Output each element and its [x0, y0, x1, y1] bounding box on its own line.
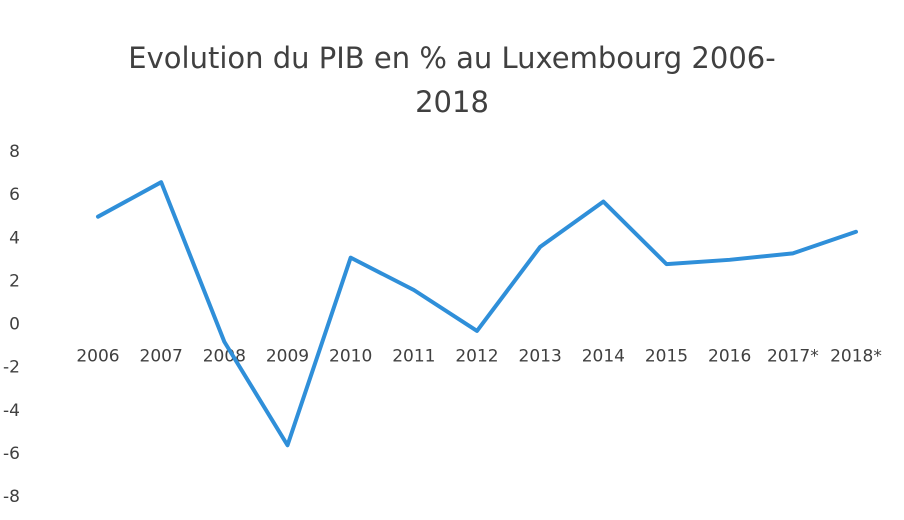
y-tick-label: 2	[9, 271, 20, 291]
y-tick-label: 4	[9, 228, 20, 248]
x-tick-label: 2009	[266, 347, 309, 367]
x-tick-label: 2006	[76, 347, 119, 367]
x-tick-label: 2015	[645, 347, 688, 367]
x-tick-label: 2018*	[830, 347, 882, 367]
y-tick-label: 0	[9, 315, 20, 335]
x-tick-label: 2011	[392, 347, 435, 367]
data-line	[96, 180, 858, 448]
x-tick-label: 2012	[455, 347, 498, 367]
x-tick-label: 2010	[329, 347, 372, 367]
x-tick-label: 2017*	[767, 347, 819, 367]
y-tick-label: -4	[3, 401, 20, 421]
x-tick-label: 2013	[519, 347, 562, 367]
y-tick-label: 6	[9, 185, 20, 205]
y-tick-label: 8	[9, 142, 20, 162]
x-tick-label: 2014	[582, 347, 625, 367]
y-tick-label: -8	[3, 487, 20, 507]
chart-title: Evolution du PIB en % au Luxembourg 2006…	[128, 41, 776, 119]
y-tick-label: -2	[3, 358, 20, 378]
y-tick-label: -6	[3, 444, 20, 464]
x-tick-label: 2007	[140, 347, 183, 367]
x-tick-label: 2016	[708, 347, 751, 367]
